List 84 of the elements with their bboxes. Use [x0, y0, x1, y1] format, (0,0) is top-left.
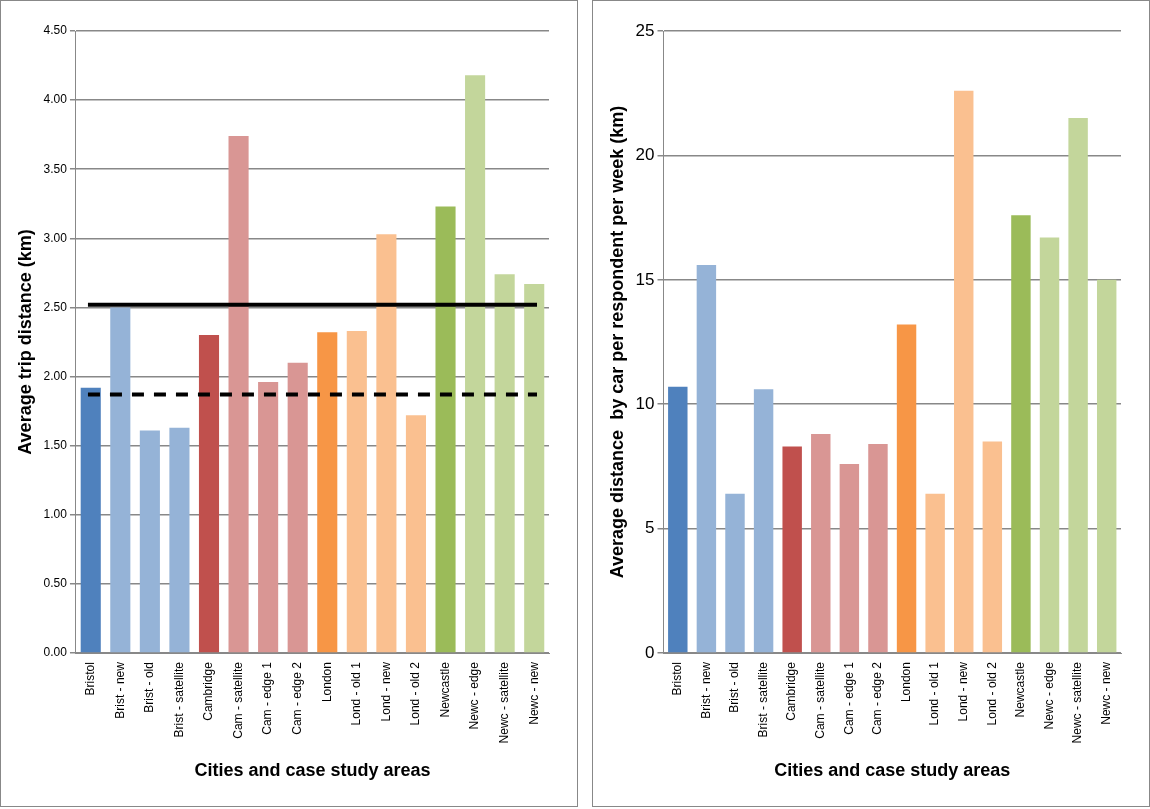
bar	[465, 75, 486, 653]
bar	[1068, 118, 1088, 653]
bar	[317, 332, 338, 653]
bar	[494, 274, 515, 653]
bar	[258, 382, 279, 653]
y-tick-label: 0	[645, 642, 655, 662]
x-tick-label: Brist - satellite	[171, 661, 186, 738]
y-tick-label: 20	[635, 145, 655, 165]
bar	[954, 90, 974, 653]
x-tick-label: Newc - new	[526, 661, 541, 725]
y-tick-label: 0.50	[43, 576, 68, 591]
x-tick-label: Lond - old 2	[984, 661, 999, 726]
y-tick-label: 4.00	[43, 92, 68, 107]
bar	[228, 136, 249, 653]
x-tick-label: Brist - satellite	[755, 661, 770, 738]
x-tick-label: Cam - edge 1	[841, 661, 856, 735]
x-tick-label: Newcastle	[1013, 661, 1028, 718]
bar	[696, 264, 717, 653]
x-tick-label: Lond - new	[378, 661, 393, 722]
bar	[725, 493, 745, 653]
x-tick-label: Cam - edge 1	[260, 661, 275, 735]
bar	[80, 387, 101, 653]
x-tick-label: Bristol	[83, 662, 98, 696]
x-tick-label: Newc - satellite	[496, 661, 511, 744]
bar	[782, 446, 802, 653]
y-tick-label: 15	[635, 269, 655, 289]
x-tick-label: Brist - new	[112, 661, 127, 719]
y-tick-label: 5	[645, 518, 655, 538]
x-tick-label: Cam - edge 2	[870, 661, 885, 735]
x-tick-label: Cambridge	[201, 661, 216, 721]
bar	[1096, 279, 1117, 653]
y-axis-title: Average trip distance (km)	[14, 229, 35, 455]
x-axis-title: Cities and case study areas	[774, 760, 1011, 781]
x-tick-label: Newc - edge	[1041, 661, 1056, 730]
bar	[376, 234, 397, 653]
x-tick-label: London	[898, 662, 913, 703]
x-axis-title: Cities and case study areas	[194, 760, 431, 781]
x-tick-label: Cam - satellite	[230, 661, 245, 739]
bar	[524, 283, 545, 653]
y-tick-label: 2.00	[43, 368, 68, 383]
bar	[982, 441, 1003, 653]
bar	[198, 335, 220, 653]
x-tick-label: Cambridge	[784, 661, 799, 721]
bar	[110, 307, 131, 653]
y-tick-label: 1.00	[43, 507, 68, 522]
bar	[287, 362, 308, 653]
x-tick-label: Brist - new	[698, 661, 713, 719]
x-tick-label: Cam - edge 2	[290, 661, 305, 735]
x-tick-label: Brist - old	[142, 662, 157, 713]
y-tick-label: 1.50	[43, 438, 68, 453]
y-tick-label: 0.00	[43, 645, 68, 660]
bar	[169, 427, 190, 653]
bar	[839, 463, 860, 653]
bar	[753, 389, 774, 653]
x-tick-label: Newcastle	[437, 661, 452, 718]
y-tick-label: 3.50	[43, 161, 68, 176]
x-tick-label: Lond - old 1	[927, 661, 942, 726]
y-axis-title: Average distance by car per respondent per week (km)	[606, 105, 627, 579]
x-tick-label: Lond - old 1	[349, 661, 364, 726]
bar	[435, 206, 456, 653]
x-tick-label: Cam - satellite	[813, 661, 828, 739]
x-tick-label: Bristol	[670, 662, 685, 696]
y-tick-label: 10	[635, 393, 655, 413]
bar	[1011, 215, 1031, 653]
bar	[811, 434, 831, 653]
bar	[668, 386, 688, 653]
bar	[1039, 237, 1060, 653]
y-tick-label: 4.50	[43, 23, 68, 38]
y-tick-label: 3.00	[43, 230, 68, 245]
x-tick-label: Brist - old	[727, 662, 742, 713]
y-tick-label: 2.50	[43, 299, 68, 314]
bar	[405, 415, 427, 653]
bar	[896, 324, 917, 653]
x-tick-label: London	[319, 662, 334, 703]
x-tick-label: Lond - old 2	[408, 661, 423, 726]
bar	[868, 444, 888, 653]
x-tick-label: Newc - new	[1099, 661, 1114, 725]
bar	[139, 430, 160, 653]
x-tick-label: Newc - satellite	[1070, 661, 1085, 744]
bar	[925, 493, 945, 653]
bar	[346, 330, 367, 653]
y-tick-label: 25	[635, 20, 655, 40]
x-tick-label: Newc - edge	[467, 661, 482, 730]
x-tick-label: Lond - new	[956, 661, 971, 722]
